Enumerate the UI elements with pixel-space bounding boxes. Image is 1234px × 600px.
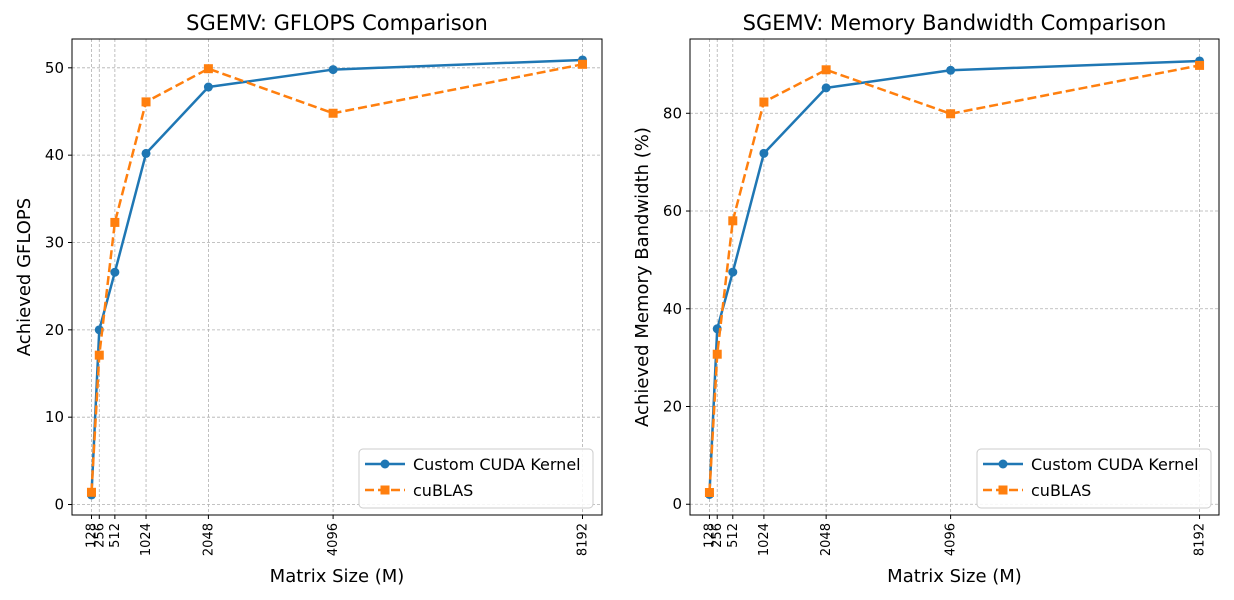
data-point [94,350,104,360]
data-point [110,267,120,277]
x-tick-label: 1024 [139,523,154,556]
chart-title: SGEMV: Memory Bandwidth Comparison [743,11,1167,35]
data-point [141,97,151,107]
data-point [821,65,831,75]
x-axis-label: Matrix Size (M) [887,566,1022,587]
y-tick-label: 0 [672,495,682,513]
x-tick-label: 4096 [326,523,341,556]
legend-marker [380,485,390,495]
legend-marker [380,459,390,469]
y-tick-label: 40 [45,146,64,164]
data-point [728,216,738,226]
y-axis-label: Achieved Memory Bandwidth (%) [632,127,653,427]
series-custom-kernel [704,56,1205,499]
y-tick-label: 10 [45,408,64,426]
y-tick-label: 20 [663,398,682,416]
legend-box [976,448,1212,509]
data-point [728,267,738,277]
legend-label: cuBLAS [1031,481,1091,500]
chart-title: SGEMV: GFLOPS Comparison [186,11,488,35]
y-tick-label: 40 [663,300,682,318]
legend-label: Custom CUDA Kernel [1031,455,1199,474]
legend-marker [998,485,1008,495]
data-point [578,59,588,69]
x-tick-label: 256 [92,523,107,548]
legend-label: Custom CUDA Kernel [413,455,581,474]
data-point [110,217,120,227]
legend-marker [998,459,1008,469]
x-axis-label: Matrix Size (M) [270,566,405,587]
data-point [328,108,338,118]
y-tick-label: 60 [663,202,682,220]
data-point [203,82,213,92]
x-tick-label: 512 [108,523,123,548]
x-tick-label: 1024 [757,523,772,556]
series-line [708,59,1200,495]
series-cublas [704,60,1205,498]
x-tick-label: 8192 [576,523,591,556]
data-point [1195,60,1205,70]
data-point [712,349,722,359]
data-point [759,148,769,158]
x-tick-label: 512 [726,523,741,548]
series-line [90,63,583,493]
legend-label: cuBLAS [413,481,473,500]
y-axis-label: Achieved GFLOPS [14,198,35,356]
data-point [203,64,213,74]
y-tick-label: 0 [54,496,64,514]
data-point [759,97,769,107]
data-point [328,65,338,75]
data-point [86,487,96,497]
data-point [946,65,956,75]
x-tick-label: 2048 [201,523,216,556]
series-cublas [86,59,588,497]
y-tick-label: 80 [663,104,682,122]
y-tick-label: 20 [45,321,64,339]
series-custom-kernel [86,55,588,500]
plot-frame [71,38,603,516]
x-tick-label: 2048 [819,523,834,556]
data-point [141,148,151,158]
y-tick-label: 30 [45,234,64,252]
data-point [704,488,714,498]
series-line [90,58,583,495]
data-point [821,83,831,93]
x-tick-label: 256 [710,523,725,548]
legend-box [358,448,594,509]
data-point [946,109,956,119]
x-tick-label: 128 [84,523,99,548]
x-tick-label: 8192 [1193,523,1208,556]
x-tick-label: 4096 [944,523,959,556]
series-line [708,64,1200,493]
plot-frame [689,38,1220,516]
y-tick-label: 50 [45,59,64,77]
x-tick-label: 128 [702,523,717,548]
legend: Custom CUDA Kernel cuBLAS [976,448,1212,509]
legend: Custom CUDA Kernel cuBLAS [358,448,594,509]
